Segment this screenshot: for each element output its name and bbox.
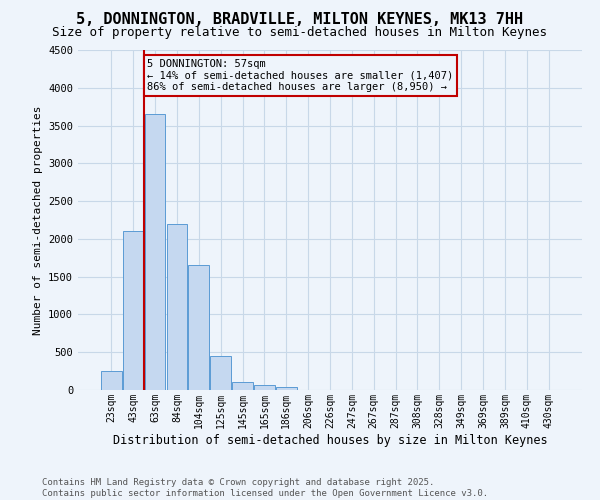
- Bar: [101, 371, 122, 390]
- Text: Size of property relative to semi-detached houses in Milton Keynes: Size of property relative to semi-detach…: [53, 26, 548, 39]
- Bar: [276, 387, 296, 390]
- Text: 5 DONNINGTON: 57sqm
← 14% of semi-detached houses are smaller (1,407)
86% of sem: 5 DONNINGTON: 57sqm ← 14% of semi-detach…: [148, 59, 454, 92]
- X-axis label: Distribution of semi-detached houses by size in Milton Keynes: Distribution of semi-detached houses by …: [113, 434, 547, 446]
- Text: Contains HM Land Registry data © Crown copyright and database right 2025.
Contai: Contains HM Land Registry data © Crown c…: [42, 478, 488, 498]
- Y-axis label: Number of semi-detached properties: Number of semi-detached properties: [32, 106, 43, 335]
- Bar: [167, 224, 187, 390]
- Text: 5, DONNINGTON, BRADVILLE, MILTON KEYNES, MK13 7HH: 5, DONNINGTON, BRADVILLE, MILTON KEYNES,…: [76, 12, 524, 28]
- Bar: [210, 356, 231, 390]
- Bar: [232, 382, 253, 390]
- Bar: [145, 114, 166, 390]
- Bar: [254, 386, 275, 390]
- Bar: [123, 232, 143, 390]
- Bar: [188, 266, 209, 390]
